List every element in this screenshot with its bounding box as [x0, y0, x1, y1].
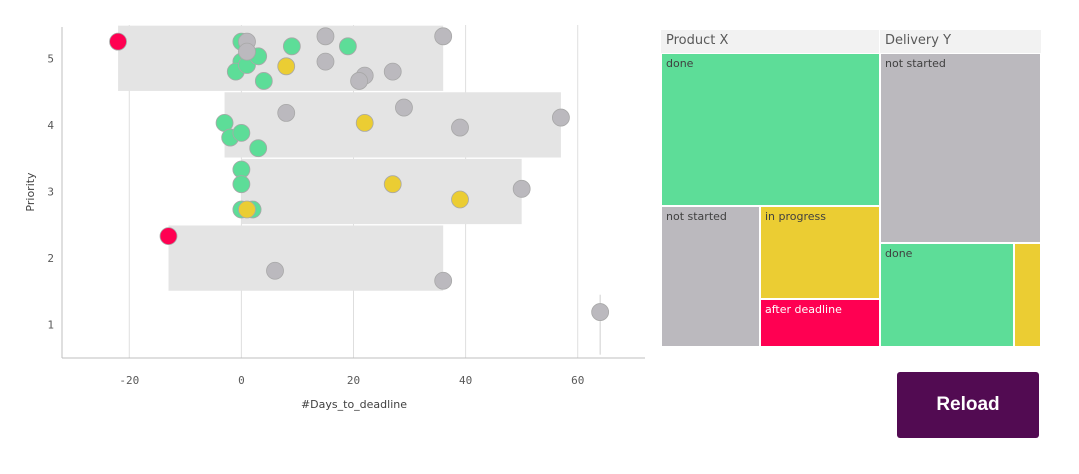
x-tick-label: 60: [571, 374, 584, 387]
y-tick-label: 1: [47, 319, 54, 332]
scatter-chart: -20 0 20 40 60 1 2 3 4 5 #Days_to_deadline Priori…: [24, 25, 645, 411]
y-axis-title: Priority: [24, 172, 37, 212]
data-point-not-started[interactable]: [451, 118, 469, 137]
treemap-cell-in-progress[interactable]: in progress: [760, 206, 880, 299]
reload-button[interactable]: Reload: [897, 372, 1039, 438]
treemap-group-header: Delivery Y: [880, 30, 1041, 53]
y-tick-label: 2: [47, 252, 54, 265]
priority-band: [118, 25, 444, 91]
data-point-done[interactable]: [254, 72, 273, 90]
data-point-in-progress[interactable]: [383, 175, 402, 194]
x-tick-label: -20: [119, 374, 139, 387]
x-tick-label: 0: [238, 374, 245, 387]
treemap-cell-done[interactable]: done: [880, 243, 1014, 347]
data-point-not-started[interactable]: [395, 98, 413, 117]
priority-band: [168, 225, 444, 291]
treemap-cell-not-started[interactable]: not started: [661, 206, 760, 347]
data-point-not-started[interactable]: [238, 42, 256, 61]
data-point-not-started[interactable]: [383, 62, 402, 81]
data-point-done[interactable]: [282, 37, 301, 56]
treemap-group-header: Product X: [661, 30, 879, 53]
x-tick-label: 20: [347, 374, 360, 387]
x-tick-label: 40: [459, 374, 472, 387]
data-point-not-started[interactable]: [316, 52, 335, 71]
band-layer: [118, 25, 601, 355]
data-point-done[interactable]: [249, 139, 268, 158]
data-point-not-started[interactable]: [266, 261, 284, 280]
treemap-cell-not-started[interactable]: not started: [880, 53, 1041, 243]
y-tick-label: 3: [47, 186, 54, 199]
data-point-not-started[interactable]: [277, 104, 296, 122]
data-point-after-deadline[interactable]: [109, 32, 127, 51]
data-point-not-started[interactable]: [591, 303, 610, 321]
data-point-not-started[interactable]: [434, 27, 453, 46]
data-point-after-deadline[interactable]: [159, 227, 178, 246]
treemap-cell-done[interactable]: done: [661, 53, 880, 206]
y-tick-label: 4: [47, 119, 54, 132]
data-point-not-started[interactable]: [434, 271, 453, 290]
data-point-in-progress[interactable]: [238, 200, 256, 219]
tick-layer: -20 0 20 40 60 1 2 3 4 5: [47, 52, 584, 387]
treemap-cell-after-deadline[interactable]: after deadline: [760, 299, 880, 347]
data-point-not-started[interactable]: [552, 108, 570, 127]
data-point-done[interactable]: [338, 37, 357, 56]
x-axis-title: #Days_to_deadline: [301, 398, 407, 411]
data-point-not-started[interactable]: [512, 179, 531, 198]
data-point-done[interactable]: [232, 123, 251, 142]
data-point-in-progress[interactable]: [277, 57, 296, 76]
data-point-done[interactable]: [232, 175, 251, 194]
point-layer: [109, 27, 610, 321]
data-point-not-started[interactable]: [316, 27, 335, 46]
priority-band: [241, 158, 522, 225]
data-point-not-started[interactable]: [350, 72, 369, 90]
treemap-cell-in-progress[interactable]: [1014, 243, 1041, 347]
data-point-in-progress[interactable]: [451, 190, 469, 209]
data-point-in-progress[interactable]: [355, 114, 374, 132]
y-tick-label: 5: [47, 52, 54, 65]
priority-band: [224, 92, 561, 158]
